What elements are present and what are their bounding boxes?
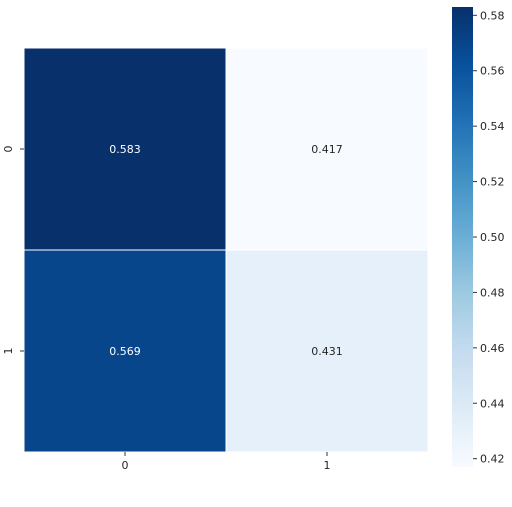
x-tick-label: 1: [324, 459, 331, 472]
colorbar-tick-label: 0.56: [480, 65, 505, 78]
heatmap-cell-r0-c0: [23, 47, 227, 251]
colorbar-tick-label: 0.46: [480, 342, 505, 355]
colorbar: 0.42 0.44 0.46 0.48 0.50 0.52 0.54 0.56 0.58: [452, 7, 505, 467]
colorbar-tick-label: 0.44: [480, 397, 505, 410]
heatmap-cell-labels: 0.583 0.417 0.569 0.431: [109, 143, 343, 358]
y-tick-label: 1: [2, 348, 15, 355]
cell-value-label: 0.569: [109, 345, 141, 358]
colorbar-tick-label: 0.50: [480, 231, 505, 244]
colorbar-tick-label: 0.52: [480, 176, 505, 189]
heatmap-cell-r1-c1: [225, 249, 429, 453]
x-tick-label: 0: [122, 459, 129, 472]
colorbar-gradient: [452, 7, 473, 467]
heatmap-cell-r1-c0: [23, 249, 227, 453]
cell-value-label: 0.583: [109, 143, 141, 156]
colorbar-tick-label: 0.42: [480, 453, 505, 466]
y-tick-label: 0: [2, 146, 15, 153]
cell-value-label: 0.431: [311, 345, 343, 358]
colorbar-tick-label: 0.48: [480, 286, 505, 299]
colorbar-tick-label: 0.58: [480, 9, 505, 22]
heatmap-cells: [23, 47, 429, 453]
heatmap-cell-r0-c1: [225, 47, 429, 251]
colorbar-ticks: 0.42 0.44 0.46 0.48 0.50 0.52 0.54 0.56 0.58: [473, 9, 505, 466]
colorbar-tick-label: 0.54: [480, 120, 505, 133]
y-axis: 01: [2, 146, 24, 355]
cell-value-label: 0.417: [311, 143, 343, 156]
